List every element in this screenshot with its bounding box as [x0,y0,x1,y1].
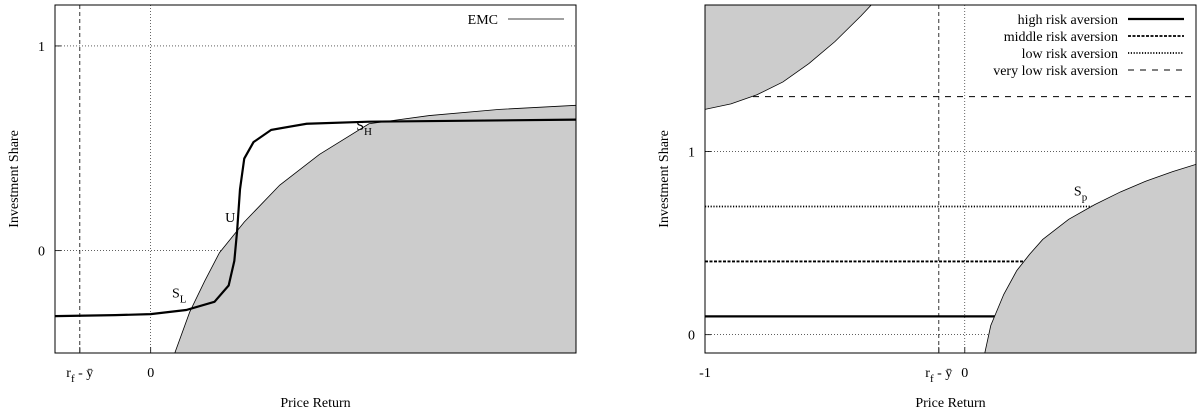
x-axis-label: Price Return [280,396,350,411]
y-axis-label: Investment Share [7,130,22,228]
legend-label: middle risk aversion [1004,30,1118,45]
legend-label: low risk aversion [1022,47,1118,62]
y-tick-label: 0 [38,245,45,260]
legend-label: very low risk aversion [993,64,1118,79]
shaded-region [705,5,872,110]
y-axis-label: Investment Share [657,130,672,228]
x-tick-label: 0 [961,366,968,381]
x-tick-label: -1 [699,366,711,381]
shaded-region [984,164,1196,353]
shaded-region [174,105,576,353]
legend-label: high risk aversion [1018,13,1118,28]
annotation: U [225,211,235,226]
plot-area [705,5,1196,353]
y-tick-label: 0 [688,329,695,344]
series-line [705,5,872,110]
x-tick-label: rf - ȳ [925,366,952,385]
annotation: Sp [1074,184,1088,203]
y-tick-label: 1 [688,146,695,161]
series-line [174,104,576,353]
x-tick-label: 0 [147,366,154,381]
y-tick-label: 1 [38,40,45,55]
plot-frame [54,4,577,354]
annotation: SL [172,287,187,306]
x-axis-label: Price Return [915,396,985,411]
legend-label: EMC [468,13,498,28]
x-tick-label: rf - ȳ [66,366,93,385]
series-line [55,118,576,318]
plot-frame [704,4,1197,354]
plot-area [55,104,576,353]
series-line [984,163,1196,353]
